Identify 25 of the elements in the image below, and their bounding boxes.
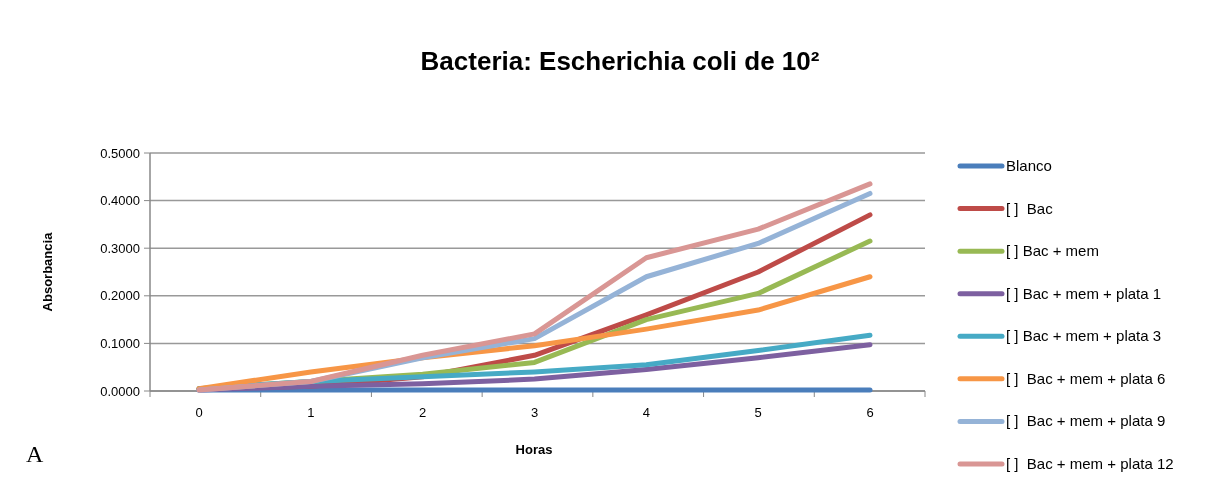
legend-label: [ ] Bac + mem + plata 6 bbox=[1006, 369, 1166, 387]
legend-label: [ ] Bac + mem + plata 3 bbox=[1006, 327, 1162, 345]
legend-label: [ ] Bac + mem + plata 9 bbox=[1006, 412, 1166, 430]
y-tick-label: 0.3000 bbox=[100, 240, 140, 256]
legend-label: [ ] Bac + mem + plata 12 bbox=[1006, 455, 1174, 472]
x-axis-title: Horas bbox=[515, 442, 553, 457]
chart-title: Bacteria: Escherichia coli de 10² bbox=[420, 46, 820, 76]
x-tick-label: 6 bbox=[866, 405, 874, 420]
legend-label: [ ] Bac + mem + plata 1 bbox=[1006, 284, 1162, 302]
y-tick-label: 0.1000 bbox=[100, 335, 140, 351]
x-tick-label: 3 bbox=[530, 405, 539, 420]
x-tick-label: 0 bbox=[195, 405, 203, 420]
y-tick-label: 0.4000 bbox=[100, 193, 140, 209]
text: A bbox=[26, 441, 44, 467]
y-tick-label: 0.5000 bbox=[100, 145, 140, 161]
y-tick-label: 0.2000 bbox=[100, 288, 140, 304]
y-axis-title: Absorbancia bbox=[40, 231, 55, 312]
x-tick-label: 1 bbox=[307, 405, 315, 420]
y-tick-label: 0.0000 bbox=[100, 383, 140, 399]
legend-label: [ ] Bac bbox=[1006, 199, 1054, 217]
legend-label: Blanco bbox=[1006, 157, 1052, 174]
x-tick-label: 5 bbox=[754, 405, 762, 420]
x-tick-label: 2 bbox=[419, 405, 427, 420]
x-tick-label: 4 bbox=[642, 405, 650, 420]
legend-label: [ ] Bac + mem bbox=[1006, 242, 1099, 260]
